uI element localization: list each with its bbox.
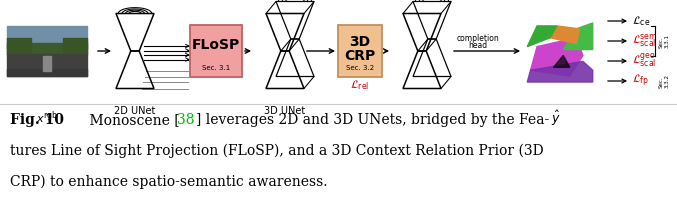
Text: CRP) to enhance spatio-semantic awareness.: CRP) to enhance spatio-semantic awarenes… [10,175,328,189]
Text: Fig. 10: Fig. 10 [10,113,64,127]
Text: 3D: 3D [349,35,370,49]
Text: $\mathcal{L}_{\rm fp}$: $\mathcal{L}_{\rm fp}$ [632,73,649,89]
Text: 3D UNet: 3D UNet [265,106,305,116]
Polygon shape [550,26,580,44]
Polygon shape [531,38,583,76]
Text: Sec. 3.1: Sec. 3.1 [202,65,230,71]
Text: 38: 38 [177,113,194,127]
Text: tures Line of Sight Projection (FLoSP), and a 3D Context Relation Prior (3D: tures Line of Sight Projection (FLoSP), … [10,144,544,158]
Text: Sec.
3.3.2: Sec. 3.3.2 [659,74,670,88]
Text: Sec. 3.2: Sec. 3.2 [346,65,374,71]
Text: FLoSP: FLoSP [192,38,240,52]
Polygon shape [527,26,556,47]
Polygon shape [563,23,593,50]
FancyBboxPatch shape [190,25,242,77]
Text: $\hat{y}$: $\hat{y}$ [551,109,561,128]
Text: $\mathcal{L}_{\rm ce}$: $\mathcal{L}_{\rm ce}$ [632,14,651,28]
Text: $\mathcal{L}_{\rm rel}$: $\mathcal{L}_{\rm rel}$ [351,78,370,92]
Text: ] leverages 2D and 3D UNets, bridged by the Fea-: ] leverages 2D and 3D UNets, bridged by … [196,113,549,127]
Text: Monoscene [: Monoscene [ [72,113,179,127]
Text: CRP: CRP [345,49,376,63]
Polygon shape [527,61,593,82]
FancyBboxPatch shape [338,25,382,77]
Text: 2D UNet: 2D UNet [114,106,156,116]
Text: head: head [468,41,487,50]
Text: $\mathcal{L}_{\rm scal}^{\rm geo}$: $\mathcal{L}_{\rm scal}^{\rm geo}$ [632,52,657,70]
Text: $x^{\rm rgb}$: $x^{\rm rgb}$ [36,109,58,126]
Text: $\mathcal{L}_{\rm scal}^{\rm sem}$: $\mathcal{L}_{\rm scal}^{\rm sem}$ [632,33,657,49]
Text: Sec.
3.3.1: Sec. 3.3.1 [659,34,670,48]
Polygon shape [554,55,570,67]
Text: completion: completion [456,34,500,43]
